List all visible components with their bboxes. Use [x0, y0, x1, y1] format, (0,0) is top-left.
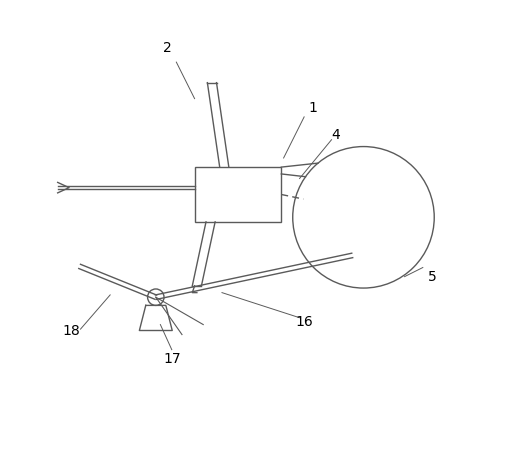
Text: 5: 5 — [428, 270, 436, 284]
Bar — [194, 167, 281, 222]
Text: 4: 4 — [332, 128, 341, 142]
Text: 18: 18 — [63, 324, 80, 339]
Circle shape — [147, 289, 164, 305]
Circle shape — [293, 146, 434, 288]
Text: 2: 2 — [163, 42, 172, 55]
Text: 1: 1 — [309, 101, 318, 115]
Text: 17: 17 — [163, 352, 180, 366]
Text: 16: 16 — [295, 315, 313, 329]
